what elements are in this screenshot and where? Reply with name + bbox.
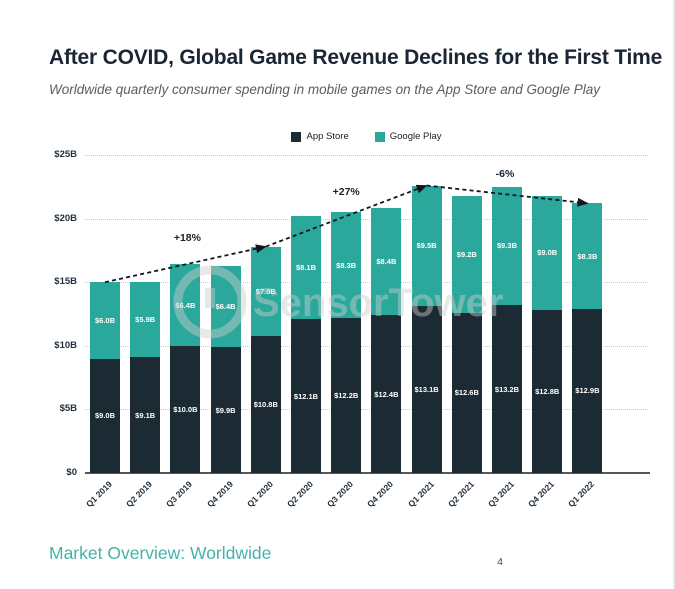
y-tick-label: $15B [54, 276, 77, 288]
page-subtitle: Worldwide quarterly consumer spending in… [49, 82, 601, 97]
bar-label-googleplay: $9.3B [496, 241, 517, 251]
bar-appstore-segment [331, 317, 362, 473]
x-axis-line [85, 471, 650, 474]
bar-appstore-segment [90, 358, 120, 473]
bar-googleplay-segment [90, 282, 120, 359]
bar-label-googleplay: $5.9B [135, 315, 156, 325]
bar-label-googleplay: $8.1B [295, 263, 316, 273]
bar-label-googleplay: $8.4B [376, 257, 397, 267]
bar-appstore-segment [492, 305, 522, 473]
gridline [85, 345, 648, 347]
bar-appstore-segment [411, 306, 442, 473]
trend-annotation: -6% [495, 168, 515, 181]
legend-item-google-play: Google Play [374, 131, 442, 142]
x-tick-label: Q1 2020 [244, 479, 275, 510]
x-tick-label: Q4 2020 [365, 479, 396, 510]
google-play-swatch-icon [374, 131, 385, 142]
legend-label-google-play: Google Play [389, 131, 442, 142]
footer-section-label: Market Overview: Worldwide [49, 543, 272, 563]
bar-appstore-segment [371, 315, 402, 473]
bar-label-appstore: $12.8B [535, 387, 560, 397]
bar-label-appstore: $13.2B [494, 384, 520, 394]
bar-label-googleplay: $8.3B [577, 251, 598, 261]
bar-label-googleplay: $9.2B [456, 249, 477, 259]
page-number: 4 [497, 556, 503, 568]
trend-annotation: +18% [173, 232, 201, 245]
bar-appstore-segment [451, 312, 482, 473]
bar-googleplay-segment [572, 203, 603, 309]
bar-appstore-segment [572, 308, 603, 473]
x-tick-label: Q3 2021 [485, 479, 517, 510]
x-tick-label: Q3 2019 [164, 479, 195, 510]
bar-label-appstore: $12.4B [374, 389, 399, 399]
page-title: After COVID, Global Game Revenue Decline… [49, 46, 663, 69]
bar-label-appstore: $9.1B [135, 410, 156, 420]
bar-label-appstore: $12.2B [334, 390, 359, 400]
bar-googleplay-segment [451, 195, 482, 313]
y-tick-label: $25B [54, 149, 77, 160]
gridline [85, 282, 648, 284]
y-tick-label: $20B [54, 212, 77, 224]
legend-label-app-store: App Store [306, 131, 349, 142]
app-store-swatch-icon [291, 131, 302, 142]
x-tick-label: Q2 2020 [284, 479, 316, 510]
bar-label-appstore: $9.0B [94, 411, 115, 421]
bar-googleplay-segment [492, 186, 522, 306]
bar-appstore-segment [170, 345, 201, 473]
bar-label-googleplay: $9.0B [537, 248, 558, 258]
bar-appstore-segment [210, 347, 241, 473]
x-tick-label: Q1 2021 [405, 479, 436, 510]
bar-label-googleplay: $6.0B [94, 315, 115, 325]
bar-label-googleplay: $6.4B [215, 301, 236, 311]
gridline [85, 155, 648, 156]
x-tick-label: Q2 2021 [445, 479, 476, 510]
bar-appstore-segment [130, 357, 161, 473]
bar-label-appstore: $10.0B [173, 404, 198, 414]
gridline [85, 218, 648, 220]
bar-label-appstore: $9.9B [215, 405, 236, 415]
bar-label-googleplay: $7.0B [255, 286, 276, 296]
y-tick-label: $10B [54, 339, 77, 351]
y-tick-label: $0 [66, 467, 77, 478]
bar-appstore-segment [291, 319, 321, 473]
bar-googleplay-segment [130, 282, 161, 358]
bar-appstore-segment [250, 335, 281, 473]
legend-item-app-store: App Store [291, 131, 349, 142]
bar-label-appstore: $12.9B [575, 386, 600, 396]
x-tick-label: Q1 2022 [566, 479, 597, 510]
y-tick-label: $5B [59, 403, 77, 415]
x-tick-label: Q4 2019 [204, 479, 235, 510]
bar-label-googleplay: $8.3B [336, 260, 357, 270]
bar-appstore-segment [532, 310, 563, 473]
x-tick-label: Q3 2020 [325, 479, 356, 510]
bar-label-appstore: $12.6B [454, 388, 479, 398]
bar-label-appstore: $10.8B [253, 399, 278, 409]
x-tick-label: Q1 2019 [83, 479, 115, 510]
legend: App Store Google Play [85, 131, 648, 142]
trend-annotation: +27% [332, 186, 360, 199]
gridline [85, 409, 648, 411]
bar-googleplay-segment [532, 195, 563, 311]
x-tick-label: Q2 2019 [124, 479, 155, 510]
bar-label-googleplay: $9.5B [416, 241, 437, 251]
bar-label-appstore: $12.1B [293, 391, 319, 401]
x-tick-label: Q4 2021 [526, 479, 557, 510]
bar-label-appstore: $13.1B [414, 385, 439, 395]
bar-label-googleplay: $6.4B [175, 300, 196, 310]
